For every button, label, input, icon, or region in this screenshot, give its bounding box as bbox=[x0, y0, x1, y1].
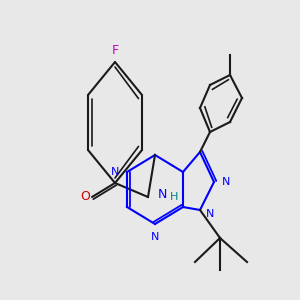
Text: N: N bbox=[158, 188, 167, 200]
Text: N: N bbox=[111, 167, 119, 177]
Text: N: N bbox=[206, 209, 214, 219]
Text: N: N bbox=[151, 232, 159, 242]
Text: O: O bbox=[80, 190, 90, 203]
Text: F: F bbox=[111, 44, 118, 56]
Text: H: H bbox=[170, 192, 178, 202]
Text: N: N bbox=[222, 177, 230, 187]
